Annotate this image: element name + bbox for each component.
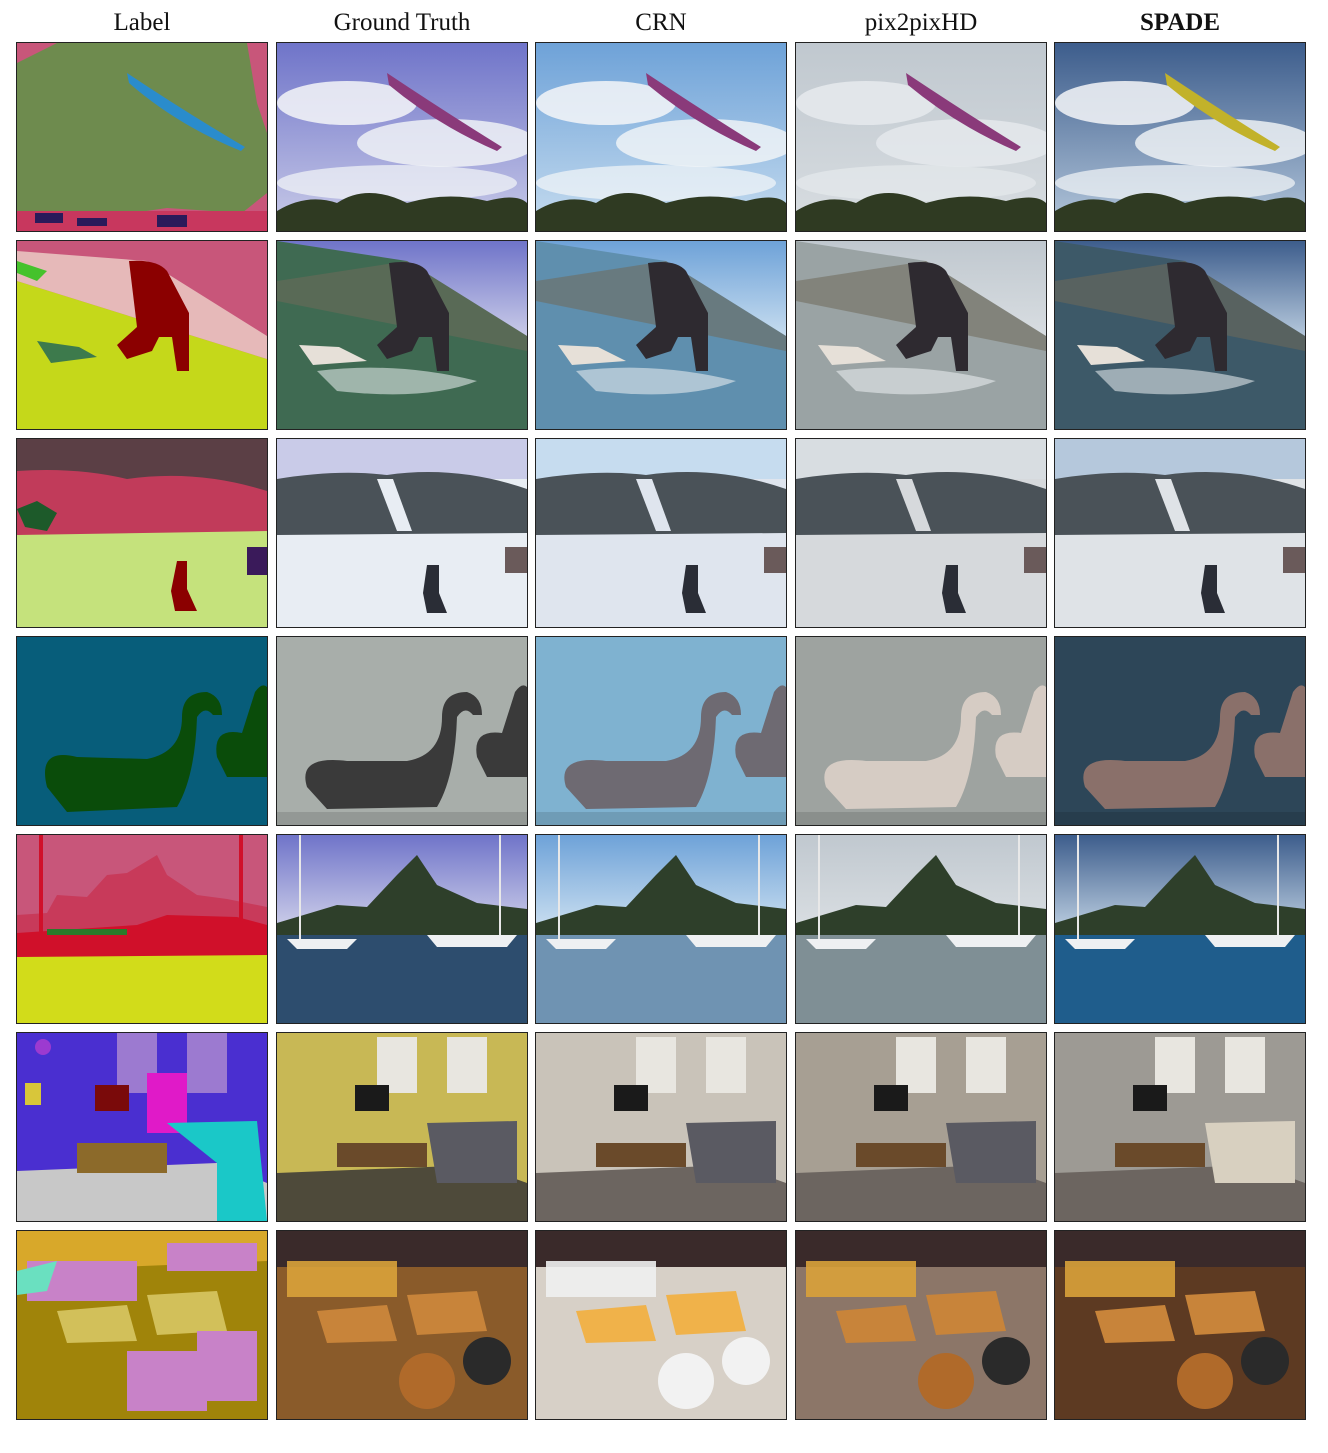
crn-swans-image: [535, 636, 787, 826]
gt-ski-image: [276, 438, 528, 628]
label-kite-image: [16, 42, 268, 232]
label-pizza-and-beer-graphic: [17, 1231, 267, 1419]
crn-pizza-and-beer-image: [535, 1230, 787, 1420]
pix2pixhd-surfer-graphic: [796, 241, 1046, 429]
spade-ski-graphic: [1055, 439, 1305, 627]
gt-pizza-and-beer-image: [276, 1230, 528, 1420]
spade-harbor-graphic: [1055, 835, 1305, 1023]
crn-kite-graphic: [536, 43, 786, 231]
gt-pizza-and-beer-graphic: [277, 1231, 527, 1419]
spade-kite-image: [1054, 42, 1306, 232]
crn-ski-graphic: [536, 439, 786, 627]
gt-swans-image: [276, 636, 528, 826]
label-harbor-image: [16, 834, 268, 1024]
pix2pixhd-harbor-image: [795, 834, 1047, 1024]
crn-swans-graphic: [536, 637, 786, 825]
crn-kite-image: [535, 42, 787, 232]
spade-living-room-image: [1054, 1032, 1306, 1222]
pix2pixhd-living-room-graphic: [796, 1033, 1046, 1221]
pix2pixhd-pizza-and-beer-image: [795, 1230, 1047, 1420]
column-title-pix2pixhd: pix2pixHD: [864, 9, 978, 36]
gt-kite-image: [276, 42, 528, 232]
spade-swans-image: [1054, 636, 1306, 826]
column-title-label: Label: [113, 9, 171, 36]
label-swans-image: [16, 636, 268, 826]
spade-surfer-graphic: [1055, 241, 1305, 429]
column-header-row: Label Ground Truth CRN pix2pixHD SPADE: [0, 0, 1328, 40]
pix2pixhd-ski-image: [795, 438, 1047, 628]
crn-pizza-and-beer-graphic: [536, 1231, 786, 1419]
gt-surfer-graphic: [277, 241, 527, 429]
crn-harbor-image: [535, 834, 787, 1024]
crn-surfer-graphic: [536, 241, 786, 429]
crn-living-room-image: [535, 1032, 787, 1222]
label-ski-graphic: [17, 439, 267, 627]
gt-harbor-image: [276, 834, 528, 1024]
pix2pixhd-swans-image: [795, 636, 1047, 826]
crn-ski-image: [535, 438, 787, 628]
label-surfer-graphic: [17, 241, 267, 429]
spade-surfer-image: [1054, 240, 1306, 430]
gt-living-room-image: [276, 1032, 528, 1222]
gt-kite-graphic: [277, 43, 527, 231]
label-living-room-graphic: [17, 1033, 267, 1221]
pix2pixhd-surfer-image: [795, 240, 1047, 430]
pix2pixhd-swans-graphic: [796, 637, 1046, 825]
spade-harbor-image: [1054, 834, 1306, 1024]
crn-surfer-image: [535, 240, 787, 430]
pix2pixhd-kite-graphic: [796, 43, 1046, 231]
label-living-room-image: [16, 1032, 268, 1222]
label-harbor-graphic: [17, 835, 267, 1023]
pix2pixhd-living-room-image: [795, 1032, 1047, 1222]
pix2pixhd-ski-graphic: [796, 439, 1046, 627]
spade-kite-graphic: [1055, 43, 1305, 231]
spade-pizza-and-beer-image: [1054, 1230, 1306, 1420]
label-ski-image: [16, 438, 268, 628]
spade-living-room-graphic: [1055, 1033, 1305, 1221]
crn-harbor-graphic: [536, 835, 786, 1023]
gt-surfer-image: [276, 240, 528, 430]
gt-harbor-graphic: [277, 835, 527, 1023]
column-title-spade: SPADE: [1139, 9, 1221, 36]
column-title-crn: CRN: [635, 9, 687, 36]
gt-swans-graphic: [277, 637, 527, 825]
label-swans-graphic: [17, 637, 267, 825]
label-kite-graphic: [17, 43, 267, 231]
column-title-ground-truth: Ground Truth: [333, 9, 471, 36]
crn-living-room-graphic: [536, 1033, 786, 1221]
pix2pixhd-pizza-and-beer-graphic: [796, 1231, 1046, 1419]
pix2pixhd-kite-image: [795, 42, 1047, 232]
gt-ski-graphic: [277, 439, 527, 627]
spade-ski-image: [1054, 438, 1306, 628]
gt-living-room-graphic: [277, 1033, 527, 1221]
label-surfer-image: [16, 240, 268, 430]
label-pizza-and-beer-image: [16, 1230, 268, 1420]
spade-swans-graphic: [1055, 637, 1305, 825]
spade-pizza-and-beer-graphic: [1055, 1231, 1305, 1419]
pix2pixhd-harbor-graphic: [796, 835, 1046, 1023]
